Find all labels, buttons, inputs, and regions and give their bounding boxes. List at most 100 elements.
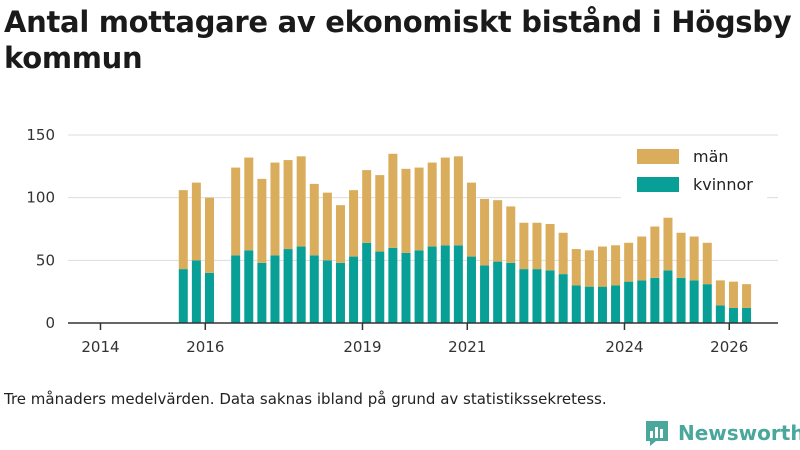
bar-kvinnor-38 <box>689 280 699 323</box>
legend-label-man: män <box>693 147 729 166</box>
bar-kvinnor-17 <box>414 250 424 323</box>
legend: män kvinnor <box>621 138 767 200</box>
bar-kvinnor-41 <box>728 307 738 323</box>
bar-kvinnor-24 <box>506 262 516 323</box>
bar-man-5 <box>257 178 267 263</box>
legend-label-kvinnor: kvinnor <box>693 175 753 194</box>
bar-kvinnor-2 <box>204 272 214 323</box>
brand-name: Newsworthy <box>678 421 800 445</box>
x-tick-label-2014: 2014 <box>81 338 119 356</box>
bar-man-41 <box>728 281 738 308</box>
x-axis: 2014 2016 2019 2021 2024 2026 <box>68 322 778 356</box>
bar-kvinnor-22 <box>480 265 490 323</box>
bar-man-23 <box>493 200 503 262</box>
bar-kvinnor-28 <box>558 274 568 323</box>
y-tick-label-150: 150 <box>26 126 55 144</box>
bar-kvinnor-25 <box>519 269 529 323</box>
bar-man-3 <box>231 167 241 256</box>
bar-man-27 <box>545 223 555 271</box>
bar-man-35 <box>650 226 660 278</box>
bar-kvinnor-20 <box>453 245 463 323</box>
x-tick-label-2019: 2019 <box>343 338 381 356</box>
bar-kvinnor-9 <box>309 255 319 323</box>
bar-man-0 <box>178 190 188 270</box>
bar-kvinnor-39 <box>702 284 712 323</box>
legend-swatch-kvinnor <box>637 177 679 192</box>
x-tick-label-2026: 2026 <box>710 338 748 356</box>
bar-kvinnor-4 <box>244 250 254 323</box>
bar-kvinnor-42 <box>742 307 752 323</box>
bar-man-7 <box>283 160 293 250</box>
bar-man-2 <box>204 197 214 273</box>
brand-logo[interactable]: Newsworthy <box>644 419 800 447</box>
bars <box>178 153 752 323</box>
bar-kvinnor-31 <box>597 286 607 323</box>
bar-man-29 <box>571 249 581 286</box>
bar-kvinnor-30 <box>584 286 594 323</box>
bar-kvinnor-32 <box>611 285 621 323</box>
bar-kvinnor-23 <box>493 261 503 323</box>
x-tick-label-2016: 2016 <box>186 338 224 356</box>
bar-man-12 <box>349 190 359 257</box>
bar-kvinnor-29 <box>571 285 581 323</box>
bar-kvinnor-16 <box>401 252 411 323</box>
bar-man-21 <box>466 182 476 257</box>
bar-man-11 <box>335 205 345 263</box>
bar-kvinnor-26 <box>532 269 542 323</box>
chart-title: Antal mottagare av ekonomiskt bistånd i … <box>4 5 792 75</box>
bar-kvinnor-12 <box>349 256 359 323</box>
bar-man-14 <box>375 175 385 252</box>
bar-kvinnor-19 <box>440 245 450 323</box>
bar-kvinnor-37 <box>676 277 686 323</box>
chart-area: 0 50 100 150 2014 2016 2019 2021 2024 2026 män k… <box>26 126 778 356</box>
y-tick-label-50: 50 <box>36 251 55 269</box>
bar-kvinnor-7 <box>283 249 293 323</box>
bar-kvinnor-6 <box>270 255 280 323</box>
bar-man-8 <box>296 156 306 247</box>
bar-man-1 <box>191 182 201 261</box>
bar-kvinnor-21 <box>466 256 476 323</box>
bar-kvinnor-3 <box>231 255 241 323</box>
bar-kvinnor-11 <box>335 262 345 323</box>
bar-kvinnor-34 <box>637 280 647 323</box>
x-tick-label-2021: 2021 <box>448 338 486 356</box>
bar-man-17 <box>414 167 424 251</box>
bar-man-25 <box>519 222 529 270</box>
bar-man-18 <box>427 162 437 247</box>
bar-man-6 <box>270 162 280 256</box>
bar-man-22 <box>480 198 490 266</box>
bar-man-40 <box>715 280 725 306</box>
bar-kvinnor-33 <box>624 281 634 323</box>
bar-kvinnor-0 <box>178 269 188 323</box>
bar-kvinnor-10 <box>322 260 332 323</box>
legend-swatch-man <box>637 149 679 164</box>
bar-kvinnor-36 <box>663 270 673 323</box>
chart-note: Tre månaders medelvärden. Data saknas ib… <box>4 390 607 408</box>
bar-kvinnor-27 <box>545 270 555 323</box>
bar-kvinnor-40 <box>715 305 725 323</box>
bar-kvinnor-15 <box>388 247 398 323</box>
bar-kvinnor-35 <box>650 277 660 323</box>
x-tick-label-2024: 2024 <box>605 338 643 356</box>
bar-man-42 <box>742 284 752 308</box>
bar-man-20 <box>453 156 463 246</box>
bar-man-4 <box>244 157 254 251</box>
bar-kvinnor-8 <box>296 246 306 323</box>
bar-man-31 <box>597 246 607 287</box>
bar-man-34 <box>637 236 647 281</box>
bar-man-19 <box>440 157 450 246</box>
bar-kvinnor-14 <box>375 251 385 323</box>
bar-man-30 <box>584 250 594 287</box>
bar-man-10 <box>322 192 332 261</box>
bar-man-33 <box>624 242 634 282</box>
bar-man-38 <box>689 236 699 281</box>
bar-man-39 <box>702 242 712 285</box>
bar-man-32 <box>611 245 621 286</box>
newsworthy-logo-icon <box>646 421 668 446</box>
bar-kvinnor-1 <box>191 260 201 323</box>
bar-man-24 <box>506 206 516 263</box>
bar-man-28 <box>558 232 568 275</box>
bar-man-9 <box>309 183 319 256</box>
bar-man-36 <box>663 217 673 271</box>
bar-man-13 <box>362 170 372 243</box>
